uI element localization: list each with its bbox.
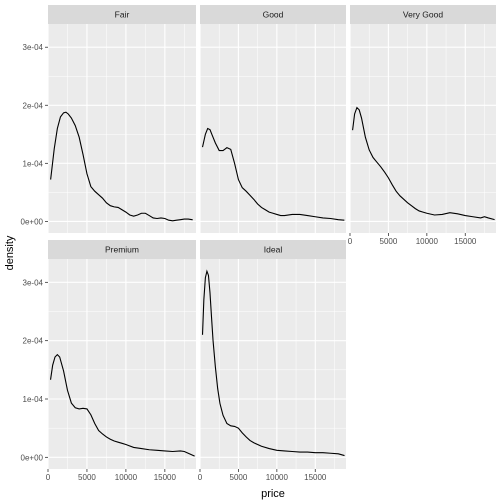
facet-strip-label: Good — [263, 10, 284, 20]
panel-background — [200, 24, 346, 233]
y-tick-label: 3e-04 — [23, 43, 44, 52]
y-tick-label: 1e-04 — [23, 159, 44, 168]
y-tick-label: 0e+00 — [21, 217, 44, 226]
x-tick-label: 0 — [348, 237, 353, 246]
x-tick-label: 15000 — [454, 237, 477, 246]
x-tick-label: 0 — [46, 473, 51, 482]
panel-background — [200, 259, 346, 469]
x-tick-label: 15000 — [304, 473, 327, 482]
facet-panel: Fair 0e+00 1e-04 2e-04 3e-04 — [21, 5, 196, 233]
density-line — [201, 269, 345, 457]
density-line — [50, 111, 193, 222]
density-line — [49, 353, 195, 457]
facet-panel: Good — [199, 5, 346, 233]
x-tick-label: 5000 — [78, 473, 96, 482]
facet-panel: Premium 0e+00 1e-04 2e-04 3e-04 0 5000 10000 150… — [21, 240, 196, 482]
density-line — [201, 127, 345, 221]
y-tick-label: 0e+00 — [21, 453, 44, 462]
facet-panel: Ideal 0 5000 10000 15000 — [198, 240, 346, 482]
x-tick-label: 15000 — [154, 473, 177, 482]
y-tick-label: 2e-04 — [23, 337, 44, 346]
y-tick-label: 1e-04 — [23, 395, 44, 404]
facet-strip-label: Very Good — [403, 10, 443, 20]
facet-strip — [200, 240, 346, 259]
facet-strip — [200, 5, 346, 24]
x-tick-label: 0 — [198, 473, 203, 482]
facet-strip-label: Fair — [115, 10, 130, 20]
panel-background — [350, 24, 496, 233]
facet-strip-label: Premium — [105, 245, 139, 255]
panel-background — [48, 24, 196, 233]
x-tick-label: 10000 — [115, 473, 138, 482]
density-line — [352, 106, 495, 221]
x-tick-label: 5000 — [230, 473, 248, 482]
x-tick-label: 10000 — [416, 237, 439, 246]
facet-strip — [350, 5, 496, 24]
y-tick-label: 3e-04 — [23, 278, 44, 287]
facet-strip-label: Ideal — [264, 245, 283, 255]
facet-strip — [48, 240, 196, 259]
facet-strip — [48, 5, 196, 24]
x-tick-label: 10000 — [266, 473, 289, 482]
y-tick-label: 2e-04 — [23, 101, 44, 110]
facet-panel: Very Good 0 5000 10000 15000 — [348, 5, 496, 246]
x-axis-title: price — [261, 488, 285, 500]
x-tick-label: 5000 — [380, 237, 398, 246]
panel-background — [48, 259, 196, 469]
y-axis-title: density — [4, 235, 16, 270]
panels-layer: Fair 0e+00 1e-04 2e-04 3e-04 Good Very Good 0 50… — [21, 5, 496, 482]
